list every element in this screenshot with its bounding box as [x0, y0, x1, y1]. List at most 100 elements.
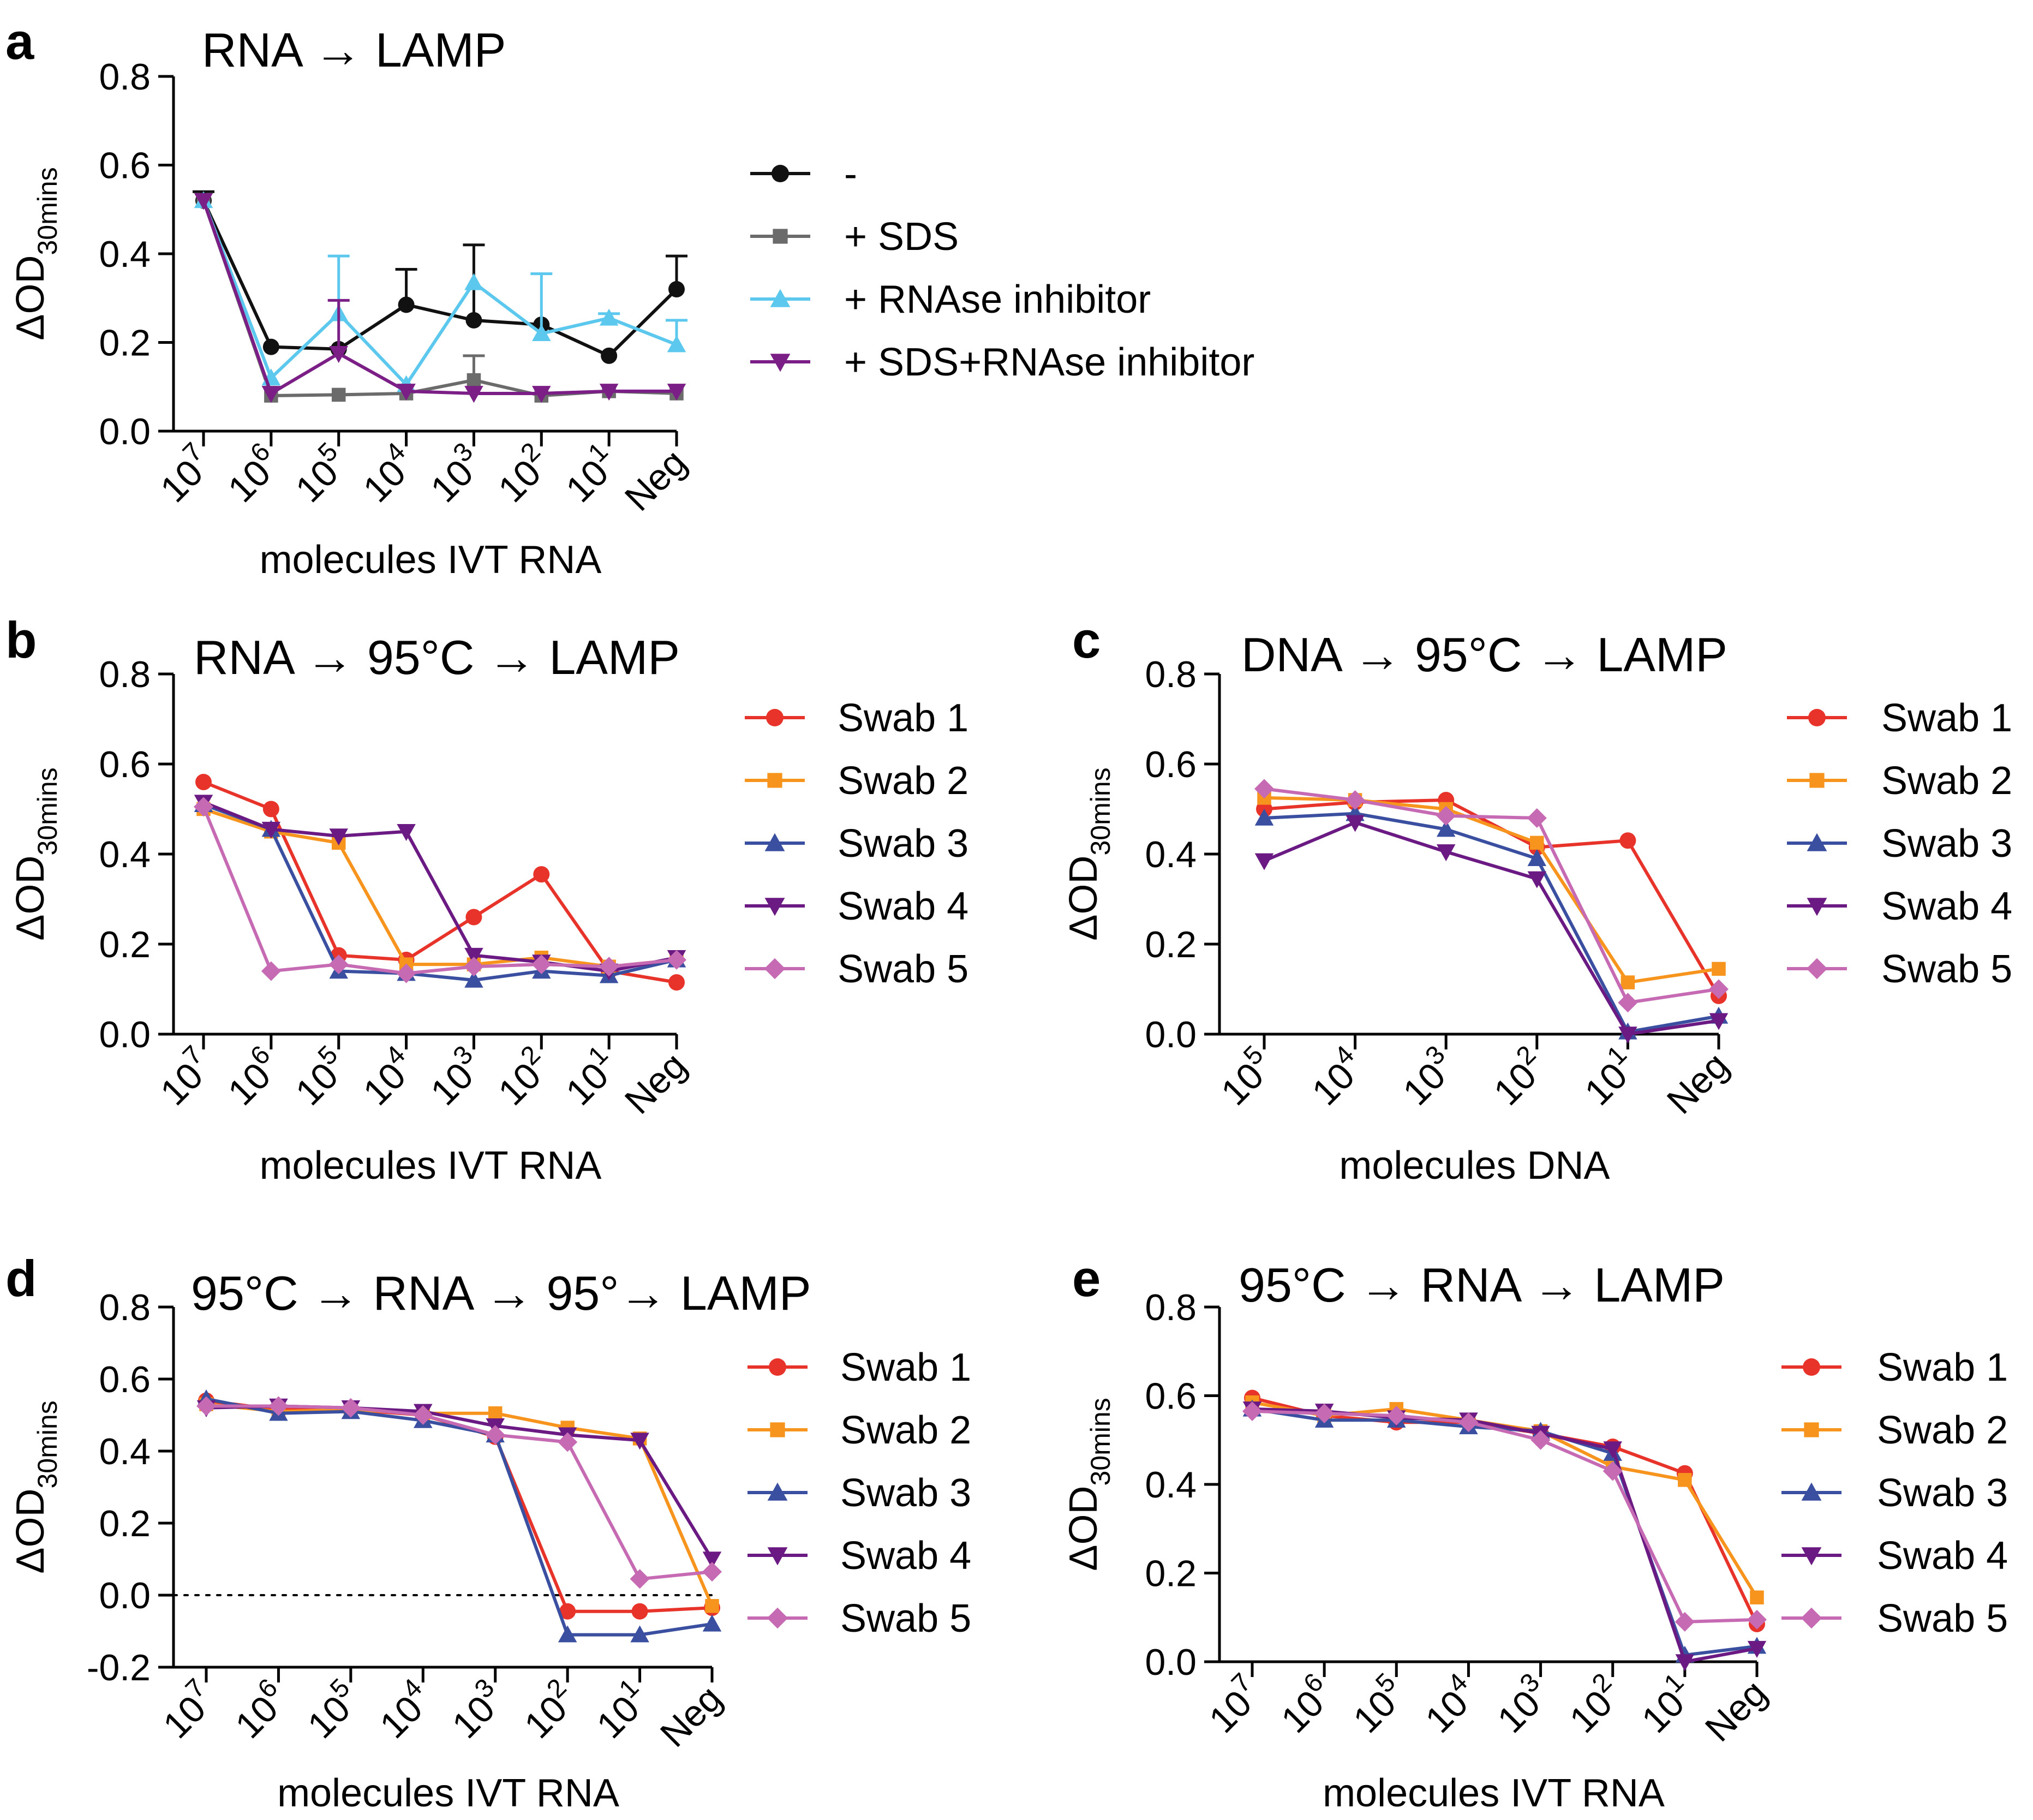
chart-panel-d: d 95°C → RNA → 95°→ LAMP -0.2 0.0 0.2 0.4 0.6 0…	[5, 1250, 971, 1815]
panel-letter: c	[1072, 611, 1101, 669]
data-point	[1807, 898, 1827, 916]
x-tick-label: 104	[351, 1040, 424, 1113]
legend-item: Swab 4	[748, 1534, 971, 1578]
legend-item: Swab 2	[1781, 1409, 2008, 1452]
y-tick-label: 0.4	[99, 1431, 151, 1472]
data-point	[464, 970, 483, 988]
data-point	[1527, 808, 1547, 828]
x-axis-label: molecules IVT RNA	[260, 538, 602, 582]
data-point	[464, 957, 484, 977]
x-tick-label: 107	[148, 437, 222, 510]
y-tick-label: 0.8	[1145, 1287, 1197, 1328]
y-tick-label: 0.4	[99, 834, 151, 875]
series-line	[202, 801, 677, 973]
chart-title: 95°C → RNA → LAMP	[1239, 1258, 1725, 1312]
legend-item: Swab 3	[745, 822, 968, 866]
series-swab-3	[1254, 804, 1729, 1040]
legend-item: Swab 5	[1787, 947, 2012, 991]
panel-letter: d	[5, 1250, 37, 1307]
legend-label: Swab 2	[1881, 759, 2012, 803]
legend-item: Swab 3	[748, 1471, 971, 1515]
data-point	[1801, 1607, 1822, 1629]
data-point	[531, 954, 552, 975]
data-point	[1804, 1422, 1819, 1437]
y-axis-label: ΔOD30mins	[9, 1400, 63, 1573]
data-point	[262, 338, 279, 355]
x-tick-label: Neg	[617, 1045, 695, 1122]
data-point	[532, 386, 551, 403]
x-tick-label: 107	[151, 1673, 224, 1746]
data-point	[1747, 1609, 1767, 1630]
x-tick-label: 106	[223, 1673, 296, 1746]
series-line	[1252, 1409, 1757, 1624]
chart-title: 95°C → RNA → 95°→ LAMP	[191, 1266, 811, 1320]
series-swab-1	[1256, 792, 1727, 1004]
series-line	[1264, 798, 1720, 997]
y-tick-label: 0.8	[99, 654, 151, 695]
series-line	[202, 803, 677, 982]
legend-item: Swab 1	[748, 1346, 971, 1389]
x-tick-label: 102	[1482, 1040, 1555, 1113]
series-swab-1	[195, 774, 685, 991]
data-point	[1709, 979, 1729, 999]
legend-label: -	[844, 152, 857, 196]
x-tick-label: 107	[1197, 1668, 1270, 1741]
series-line	[202, 200, 678, 386]
data-point	[764, 958, 786, 980]
y-tick-label: 0.2	[99, 323, 151, 364]
data-point	[630, 1569, 650, 1589]
y-axis-label-main: ΔOD	[1062, 856, 1105, 941]
chart-title: DNA → 95°C → LAMP	[1241, 628, 1727, 682]
x-axis-label: molecules IVT RNA	[260, 1144, 602, 1188]
data-point	[261, 386, 281, 403]
y-axis-label-subscript: 30mins	[1085, 767, 1116, 855]
data-point	[396, 963, 416, 983]
x-tick-label: 103	[440, 1673, 513, 1746]
legend-label: + SDS	[844, 215, 959, 259]
series-line	[202, 200, 678, 357]
data-point	[340, 1398, 361, 1418]
data-point	[1618, 1027, 1637, 1044]
series-line	[206, 1397, 713, 1637]
data-point	[194, 797, 213, 817]
data-point	[329, 828, 348, 846]
data-point	[465, 909, 482, 926]
y-tick-label: 0.8	[99, 1287, 151, 1328]
y-tick-label: 0.6	[1145, 1376, 1197, 1417]
x-tick-label: 106	[1269, 1668, 1342, 1741]
data-point	[1678, 1473, 1692, 1487]
data-point	[559, 1603, 576, 1620]
y-tick-label: 0.6	[99, 1359, 151, 1400]
legend-label: Swab 1	[840, 1346, 971, 1389]
x-tick-label: 101	[554, 437, 627, 510]
series-rnase-inhibitor	[194, 191, 687, 392]
legend-label: + RNAse inhibitor	[844, 278, 1151, 321]
y-axis-label-subscript: 30mins	[32, 167, 63, 255]
series-line	[202, 200, 677, 395]
chart-title: RNA → LAMP	[202, 23, 506, 77]
legend-label: Swab 1	[838, 696, 968, 740]
y-axis-label: ΔOD30mins	[9, 767, 63, 940]
data-point	[1619, 832, 1636, 849]
data-point	[532, 324, 551, 342]
y-axis-label: ΔOD30mins	[9, 167, 63, 340]
data-point	[1345, 790, 1365, 810]
y-axis-label-main: ΔOD	[9, 856, 52, 941]
data-point	[1709, 1013, 1729, 1030]
legend-item: Swab 3	[1787, 822, 2012, 866]
data-point	[1346, 815, 1365, 832]
data-point	[194, 193, 213, 210]
series-line	[206, 1403, 714, 1607]
legend-label: Swab 4	[840, 1534, 971, 1578]
series-line	[1264, 787, 1719, 1005]
legend-label: Swab 3	[840, 1471, 971, 1515]
y-axis-label-main: ΔOD	[9, 255, 52, 341]
series-swab-4	[1242, 1401, 1767, 1672]
legend-label: Swab 4	[1881, 885, 2012, 928]
legend-item: + SDS+RNAse inhibitor	[750, 341, 1254, 384]
data-point	[464, 386, 483, 403]
data-point	[630, 1625, 649, 1643]
